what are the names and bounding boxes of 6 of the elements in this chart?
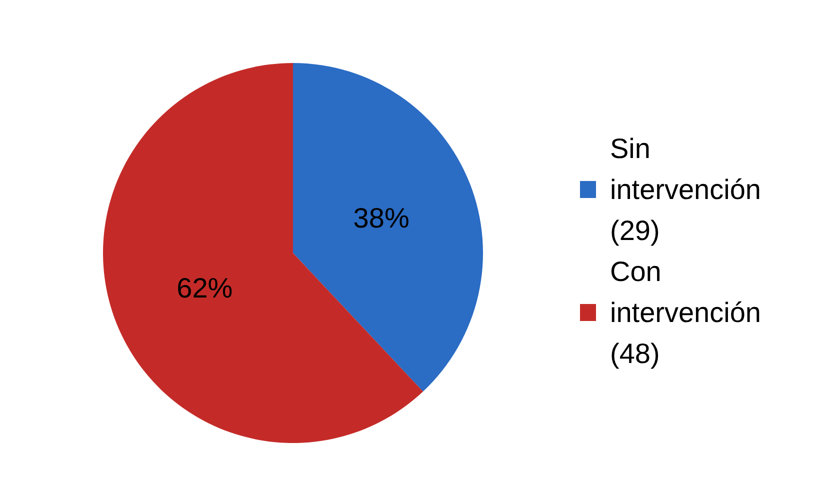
legend-label: Con intervención (48) [610,254,762,371]
pie-slice [293,63,483,392]
data-label: 38% [353,202,410,234]
data-label: 62% [176,272,233,304]
legend-label: Sin intervención (29) [610,132,762,248]
pie-slice [103,63,424,443]
